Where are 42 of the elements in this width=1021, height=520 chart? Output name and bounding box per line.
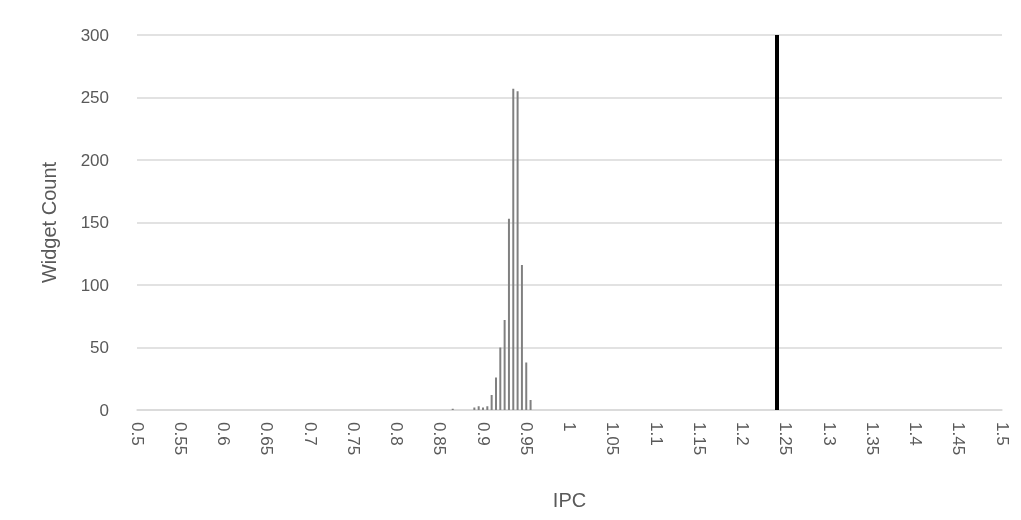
bar — [507, 218, 510, 410]
y-tick-label: 300 — [80, 25, 109, 45]
bar — [529, 400, 532, 410]
bar — [520, 265, 523, 410]
x-tick-label: 1.2 — [733, 422, 752, 446]
x-tick-label: 0.65 — [257, 422, 277, 456]
x-tick-label: 1.35 — [862, 422, 882, 456]
bar — [499, 347, 502, 410]
x-tick-label: 0.75 — [343, 422, 363, 456]
x-tick-label: 1.45 — [949, 422, 969, 456]
y-tick-label: 250 — [80, 88, 109, 107]
x-tick-label: 1.05 — [603, 422, 623, 456]
y-tick-label: 0 — [99, 400, 109, 420]
bar — [490, 395, 493, 410]
x-tick-label: 1.3 — [819, 422, 839, 446]
x-tick-label: 1.15 — [689, 422, 709, 456]
bar — [525, 362, 528, 410]
bar — [494, 377, 497, 410]
x-tick-label: 1.25 — [776, 422, 796, 456]
bar — [512, 88, 515, 410]
x-tick-label: 0.7 — [300, 422, 320, 446]
x-tick-label: 0.8 — [387, 422, 406, 446]
bar — [516, 91, 519, 410]
bar — [486, 406, 489, 410]
x-tick-label: 0.5 — [127, 422, 147, 446]
x-tick-label: 1.5 — [992, 422, 1012, 446]
x-tick-label: 1 — [560, 422, 579, 432]
y-tick-label: 150 — [80, 213, 109, 232]
bar — [477, 406, 480, 410]
y-tick-label: 50 — [90, 338, 109, 357]
y-tick-label: 100 — [80, 275, 109, 295]
x-tick-label: 0.9 — [473, 422, 493, 446]
bar — [503, 320, 506, 410]
x-tick-label: 0.6 — [214, 422, 233, 446]
y-axis-title: Widget Count — [38, 161, 60, 284]
x-tick-label: 0.85 — [430, 422, 450, 456]
x-tick-label: 1.1 — [646, 422, 666, 446]
x-tick-label: 1.4 — [906, 422, 925, 446]
x-tick-label: 0.95 — [516, 422, 536, 456]
x-tick-label: 0.55 — [170, 422, 190, 456]
y-tick-label: 200 — [80, 150, 109, 170]
x-axis-title: IPC — [552, 489, 587, 511]
